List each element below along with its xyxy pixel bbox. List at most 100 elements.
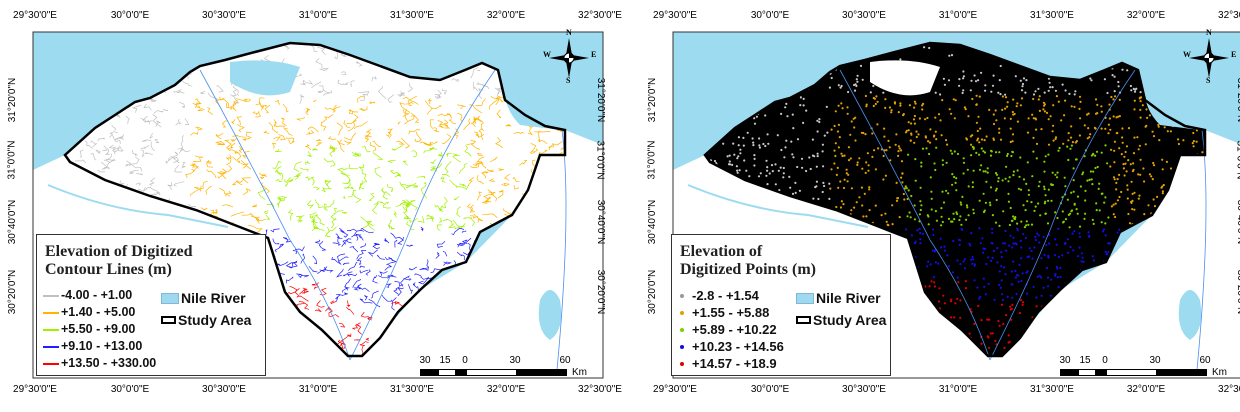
- elevation-point: [962, 172, 965, 175]
- contour-line: [219, 187, 231, 197]
- nile-river-rosetta: [839, 69, 991, 361]
- elevation-point: [1020, 89, 1024, 92]
- elevation-point: [970, 232, 973, 235]
- elevation-point: [918, 117, 921, 120]
- elevation-point: [728, 160, 731, 163]
- contour-line: [411, 150, 417, 158]
- elevation-point: [928, 285, 931, 288]
- elevation-point: [1000, 279, 1003, 282]
- elevation-point: [828, 197, 831, 200]
- elevation-point: [767, 142, 770, 145]
- elevation-point: [1006, 101, 1009, 104]
- elevation-point: [1115, 181, 1118, 184]
- elevation-point: [1052, 104, 1055, 107]
- elevation-point: [755, 115, 758, 118]
- contour-line: [405, 200, 411, 209]
- elevation-point: [1042, 235, 1045, 239]
- elevation-point: [864, 133, 867, 136]
- elevation-point: [1004, 273, 1007, 276]
- elevation-point: [739, 152, 742, 155]
- contour-line: [335, 294, 341, 302]
- contour-line: [344, 278, 351, 291]
- elevation-point: [802, 121, 805, 124]
- elevation-point: [966, 206, 969, 209]
- elevation-point: [764, 114, 767, 117]
- elevation-point: [927, 260, 930, 263]
- elevation-point: [1123, 174, 1126, 177]
- elevation-point: [1034, 235, 1037, 238]
- contour-line: [296, 117, 306, 121]
- legend-item: +9.10 - +13.00: [43, 338, 156, 355]
- elevation-point: [805, 109, 808, 112]
- elevation-point: [821, 143, 824, 146]
- elevation-point: [1022, 178, 1026, 181]
- elevation-point: [1008, 176, 1011, 179]
- contour-line: [426, 214, 434, 222]
- elevation-point: [1113, 90, 1116, 93]
- contour-line: [387, 131, 392, 139]
- elevation-point: [1091, 255, 1094, 258]
- elevation-point: [1035, 305, 1038, 308]
- contour-line: [466, 203, 474, 211]
- elevation-point: [1005, 249, 1008, 252]
- elevation-point: [873, 149, 876, 152]
- elevation-point: [1078, 246, 1081, 249]
- elevation-point: [1057, 149, 1060, 152]
- contour-line: [216, 141, 226, 145]
- elevation-point: [987, 256, 990, 259]
- elevation-point: [1038, 180, 1041, 183]
- elevation-point: [909, 216, 912, 219]
- contour-line: [254, 216, 260, 224]
- elevation-point: [753, 122, 757, 125]
- contour-line: [340, 53, 347, 58]
- elevation-point: [945, 189, 948, 192]
- elevation-point: [843, 178, 846, 181]
- elevation-point: [956, 297, 959, 300]
- elevation-point: [1049, 115, 1052, 118]
- elevation-point: [1054, 211, 1057, 214]
- contour-line: [368, 192, 375, 201]
- elevation-point: [950, 298, 953, 301]
- elevation-point: [1010, 283, 1013, 286]
- contour-line: [283, 237, 292, 243]
- contour-line: [412, 184, 419, 188]
- contour-line: [496, 109, 502, 119]
- contour-line: [408, 129, 421, 135]
- elevation-point: [1062, 142, 1065, 145]
- elevation-point: [1078, 134, 1081, 137]
- elevation-point: [815, 180, 818, 183]
- elevation-point: [1046, 276, 1050, 279]
- elevation-point: [924, 118, 927, 121]
- contour-line: [254, 216, 266, 222]
- elevation-point: [971, 185, 974, 189]
- elevation-point: [926, 265, 929, 268]
- elevation-point: [1055, 265, 1058, 268]
- lon-tick: 31°0'0"E: [298, 384, 338, 395]
- contour-line: [347, 120, 357, 132]
- elevation-point: [967, 185, 970, 188]
- elevation-point: [840, 102, 843, 105]
- scale-label: 60: [1199, 355, 1211, 366]
- elevation-point: [1157, 125, 1160, 128]
- elevation-point: [817, 197, 820, 201]
- contour-line: [181, 161, 186, 169]
- contour-line: [334, 51, 339, 60]
- contour-line: [402, 199, 413, 206]
- elevation-point: [1022, 77, 1026, 80]
- contour-line: [413, 282, 418, 289]
- contour-line: [537, 139, 548, 145]
- contour-line: [131, 150, 138, 157]
- contour-line: [315, 239, 321, 244]
- contour-line: [497, 189, 504, 199]
- contour-line: [131, 164, 143, 172]
- elevation-point: [959, 263, 962, 266]
- legend-item: -2.8 - +1.54: [674, 287, 784, 304]
- elevation-point: [934, 130, 937, 133]
- contour-line: [332, 104, 341, 110]
- elevation-point: [939, 93, 942, 96]
- elevation-point: [984, 247, 987, 250]
- lat-tick: 30°40'0"N: [647, 199, 659, 245]
- elevation-point: [1169, 167, 1173, 170]
- contour-line: [399, 200, 409, 205]
- contour-line: [361, 170, 368, 183]
